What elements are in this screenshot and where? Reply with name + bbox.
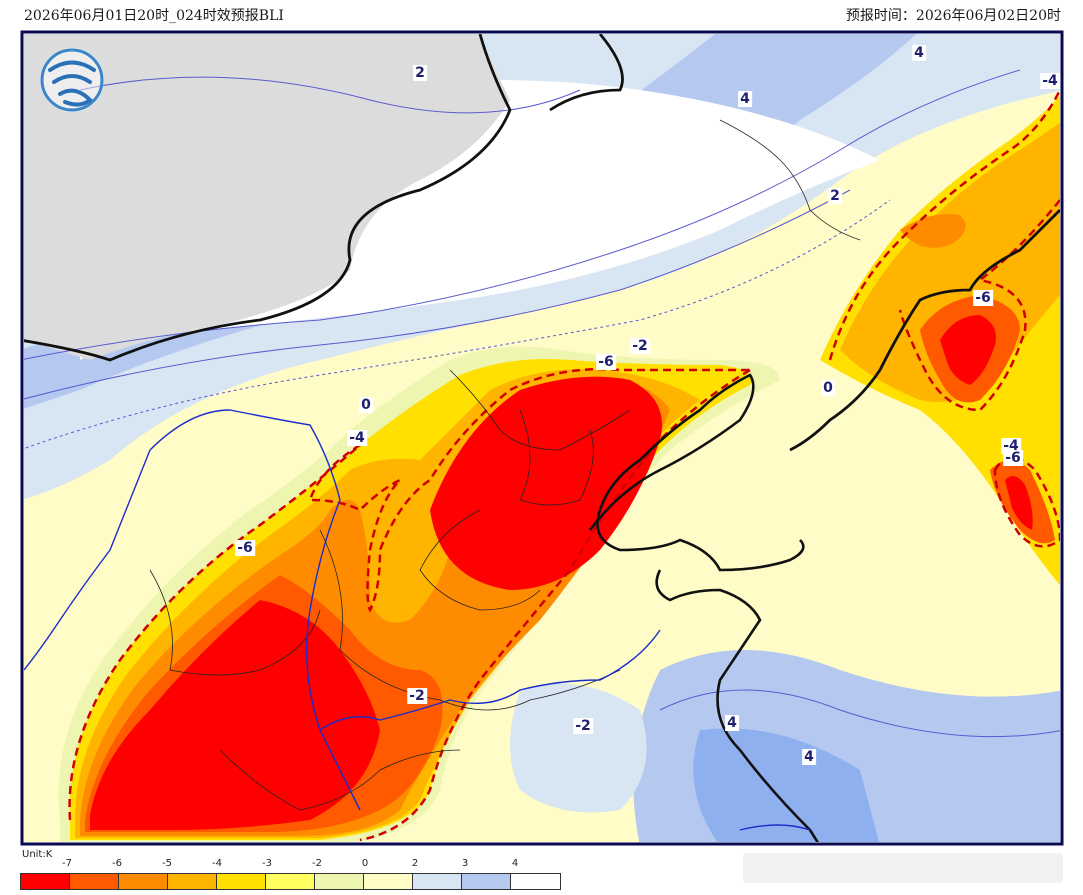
legend-tick: 2	[411, 858, 419, 869]
legend-swatch	[119, 874, 168, 889]
legend-swatch	[217, 874, 266, 889]
legend-swatch	[21, 874, 70, 889]
contour-label: -4	[347, 430, 367, 446]
province-border-b	[519, 409, 594, 506]
contour-label: 4	[912, 45, 926, 61]
legend-tick: -4	[212, 858, 222, 869]
blue-boundary-far-west	[24, 449, 151, 671]
southeast-high-zone	[693, 728, 879, 842]
central-positive-zone	[510, 683, 647, 813]
legend-swatch	[511, 874, 560, 889]
legend-tick: 4	[511, 858, 519, 869]
bli-forecast-map: 2 4 4 2 -4 -6 -2 0 -6 0 -4 -6 -4 -6 -2 -…	[20, 30, 1064, 846]
contour-label: 4	[802, 749, 816, 765]
legend-swatch	[168, 874, 217, 889]
negative-zone-minus7-north	[430, 376, 662, 590]
province-border-e	[219, 749, 461, 811]
blue-boundary-south	[319, 629, 661, 731]
legend-ticks: -7 -6 -5 -4 -3 -2 0 2 3 4	[20, 858, 520, 872]
coast-border-korea	[789, 209, 1060, 452]
contour-label: -2	[573, 718, 593, 734]
contour-label: -4	[1040, 73, 1060, 89]
contour-label: -6	[235, 540, 255, 556]
legend-unit: Unit:K	[22, 849, 53, 860]
legend-swatch	[266, 874, 315, 889]
contour-label: 2	[413, 65, 427, 81]
national-border-northeast	[549, 34, 624, 112]
province-border-g	[419, 509, 541, 611]
province-border-f	[719, 119, 861, 241]
contour-label: -6	[1003, 450, 1023, 466]
weather-agency-logo-icon	[40, 48, 104, 112]
contour-line-b	[24, 69, 1021, 360]
east-contour-loop	[993, 456, 1060, 548]
east-negative-core	[1005, 476, 1033, 530]
map-frame	[20, 30, 1064, 846]
contour-label: -6	[973, 290, 993, 306]
legend-tick: -7	[62, 858, 72, 869]
contour-label: 0	[821, 380, 835, 396]
legend-tick: -5	[162, 858, 172, 869]
blue-boundary-southeast	[739, 824, 811, 831]
national-border-north	[24, 34, 512, 362]
contour-label: -2	[407, 688, 427, 704]
minus2-contour-west	[68, 367, 750, 821]
coastline-east	[655, 569, 820, 842]
forecast-time-title: 预报时间：2026年06月02日20时	[845, 8, 1061, 24]
negative-zone-minus7-southwest	[90, 600, 380, 830]
legend-color-bar	[20, 873, 561, 890]
legend-swatch	[413, 874, 462, 889]
province-border-a	[449, 369, 631, 451]
contour-line-c	[24, 189, 851, 400]
contour-line-a	[79, 76, 581, 114]
legend-swatch	[462, 874, 511, 889]
contour-label: 0	[359, 397, 373, 413]
northeast-negative-core	[940, 315, 996, 385]
legend-tick: -6	[112, 858, 122, 869]
contour-label: 2	[828, 188, 842, 204]
contour-line-e	[659, 689, 1060, 738]
northeast-contour-inner	[898, 199, 1060, 412]
watermark-overlay	[743, 853, 1063, 883]
contour-label: 4	[738, 91, 752, 107]
legend-swatch	[315, 874, 364, 889]
contour-label: -6	[596, 354, 616, 370]
northeast-negative-small	[900, 214, 966, 248]
legend-tick: -2	[312, 858, 322, 869]
legend-tick: 3	[461, 858, 469, 869]
map-title-left: 2026年06月01日20时_024时效预报BLI	[24, 8, 284, 24]
contour-line-d	[24, 199, 891, 450]
contour-label: -2	[630, 338, 650, 354]
contour-label: 4	[725, 715, 739, 731]
coastline-bohai	[588, 373, 805, 572]
map-canvas	[20, 30, 1064, 846]
legend-tick: 0	[361, 858, 369, 869]
legend-swatch	[364, 874, 413, 889]
province-border-d	[149, 569, 321, 676]
legend-tick: -3	[262, 858, 272, 869]
out-of-domain-area	[24, 34, 510, 360]
province-border-c	[319, 529, 621, 711]
legend-swatch	[70, 874, 119, 889]
